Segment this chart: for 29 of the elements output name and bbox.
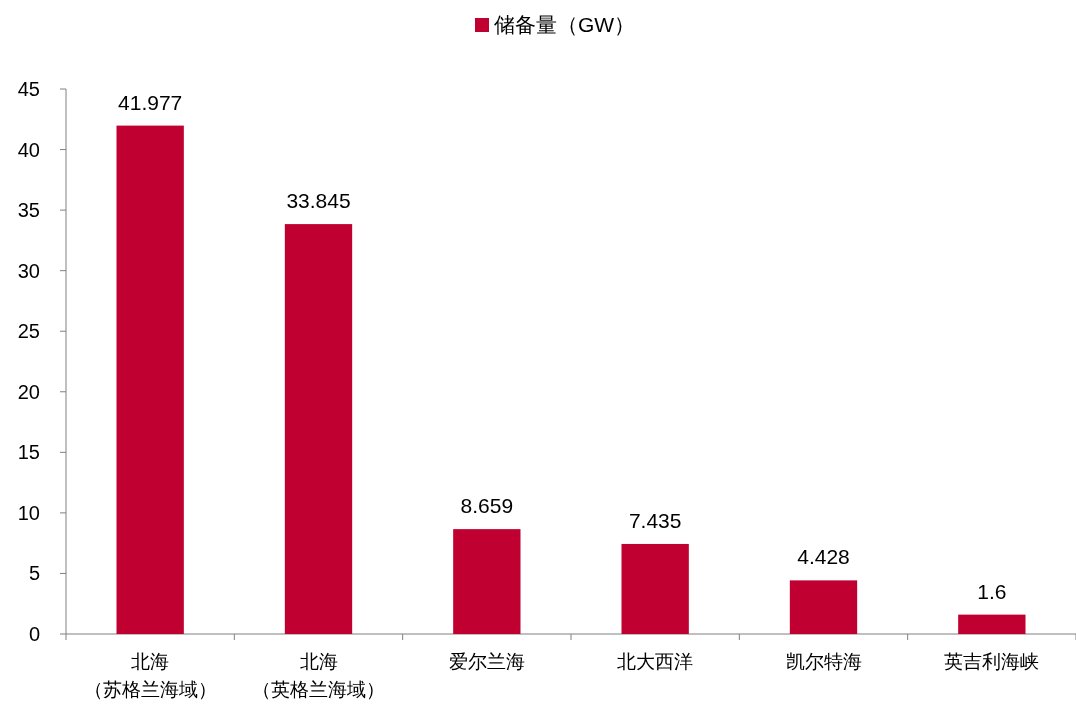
data-label: 7.435 bbox=[628, 508, 682, 532]
data-label: 8.659 bbox=[460, 494, 514, 518]
bar bbox=[116, 125, 184, 634]
bar bbox=[621, 543, 689, 634]
x-tick-label: 北大西洋 bbox=[617, 651, 694, 672]
y-tick-label: 35 bbox=[17, 199, 40, 222]
bar bbox=[453, 529, 521, 634]
data-label: 33.845 bbox=[286, 189, 351, 213]
bar bbox=[284, 224, 353, 634]
x-tick-label: 北海（英格兰海域） bbox=[252, 651, 385, 700]
y-tick-label: 20 bbox=[17, 380, 40, 403]
y-tick-label: 45 bbox=[17, 78, 40, 100]
y-tick-label: 25 bbox=[17, 320, 40, 343]
y-tick-label: 10 bbox=[17, 501, 40, 524]
y-tick-label: 5 bbox=[28, 562, 40, 585]
y-tick-label: 0 bbox=[28, 623, 40, 645]
data-label: 4.428 bbox=[797, 545, 850, 569]
bar bbox=[958, 614, 1026, 634]
data-label: 1.6 bbox=[977, 579, 1007, 603]
y-tick-label: 15 bbox=[17, 441, 40, 464]
x-tick-label: 凯尔特海 bbox=[785, 651, 862, 672]
data-label: 41.977 bbox=[118, 90, 183, 114]
x-tick-label: 爱尔兰海 bbox=[448, 651, 525, 672]
y-tick-label: 30 bbox=[17, 259, 40, 282]
y-tick-label: 40 bbox=[17, 138, 40, 161]
x-tick-label: 北海（苏格兰海域） bbox=[83, 651, 217, 700]
bar bbox=[789, 580, 858, 634]
legend-label: 储备量（GW） bbox=[494, 13, 636, 36]
x-tick-label: 英吉利海峡 bbox=[944, 651, 1040, 672]
